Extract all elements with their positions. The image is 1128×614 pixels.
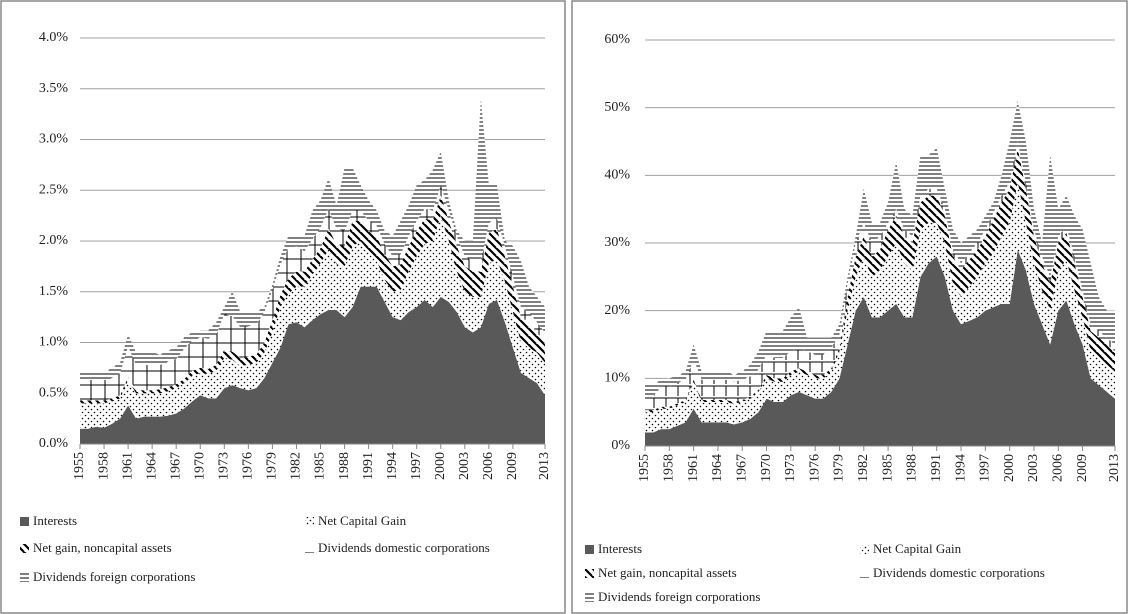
x-tick-label: 1958: [96, 452, 111, 480]
legend-swatch: [860, 545, 869, 554]
x-tick-label: 1958: [662, 454, 677, 482]
x-tick-label: 1964: [710, 454, 725, 482]
y-tick-label: 40%: [604, 168, 630, 183]
x-tick-label: 1988: [337, 452, 352, 480]
x-tick-label: 1967: [734, 454, 749, 482]
x-tick-label: 1970: [192, 452, 207, 480]
legend-label: Interests: [598, 541, 642, 556]
x-tick-label: 2000: [433, 452, 448, 480]
y-tick-label: 3.5%: [39, 81, 69, 96]
legend-label: Dividends domestic corporations: [873, 565, 1045, 580]
y-tick-label: 0%: [611, 438, 630, 453]
legend-label: Net Capital Gain: [318, 513, 407, 528]
y-tick-label: 1.0%: [39, 335, 69, 350]
legend-swatch: [305, 544, 314, 553]
x-tick-label: 1955: [72, 452, 87, 480]
x-tick-label: 1976: [241, 452, 256, 480]
y-tick-label: 4.0%: [39, 30, 69, 45]
legend-swatch: [860, 569, 869, 578]
y-tick-label: 10%: [604, 371, 630, 386]
x-tick-label: 2000: [1002, 454, 1017, 482]
legend-label: Dividends domestic corporations: [318, 540, 490, 555]
y-tick-label: 2.5%: [39, 182, 69, 197]
legend-label: Net Capital Gain: [873, 541, 962, 556]
x-tick-label: 2003: [1026, 454, 1041, 482]
y-tick-label: 20%: [604, 303, 630, 318]
x-tick-label: 1997: [978, 454, 993, 482]
x-tick-label: 1955: [637, 454, 652, 482]
area: [80, 215, 545, 429]
x-tick-label: 1994: [953, 454, 968, 482]
y-tick-label: 0.5%: [39, 385, 69, 400]
x-tick-label: 1991: [361, 452, 376, 480]
x-tick-label: 1988: [905, 454, 920, 482]
legend-swatch: [585, 545, 594, 554]
x-tick-label: 1967: [168, 452, 183, 480]
x-tick-label: 2003: [457, 452, 472, 480]
x-tick-label: 2009: [1075, 454, 1090, 482]
area: [645, 141, 1115, 411]
x-tick-label: 1985: [313, 452, 328, 480]
y-tick-label: 0.0%: [39, 436, 69, 451]
x-tick-label: 1970: [759, 454, 774, 482]
area: [80, 185, 545, 401]
legend-swatch: [585, 593, 594, 602]
x-tick-label: 1973: [783, 454, 798, 482]
legend-swatch: [20, 544, 29, 553]
y-tick-label: 30%: [604, 235, 630, 250]
y-tick-label: 60%: [604, 32, 630, 47]
area: [80, 195, 545, 404]
x-tick-label: 1964: [144, 452, 159, 480]
legend-swatch: [20, 573, 29, 582]
x-tick-label: 2006: [1050, 454, 1065, 482]
x-tick-label: 1961: [686, 454, 701, 482]
y-tick-label: 3.0%: [39, 132, 69, 147]
area: [645, 249, 1115, 446]
area: [645, 182, 1115, 433]
x-tick-label: 1994: [385, 452, 400, 480]
legend-label: Net gain, noncapital assets: [598, 565, 737, 580]
area: [80, 286, 545, 444]
x-tick-label: 1997: [409, 452, 424, 480]
legend-label: Dividends foreign corporations: [598, 589, 760, 604]
y-tick-label: 2.0%: [39, 233, 69, 248]
legend-label: Dividends foreign corporations: [33, 569, 195, 584]
x-tick-label: 2013: [1107, 454, 1122, 482]
x-tick-label: 1985: [880, 454, 895, 482]
legend-swatch: [585, 569, 594, 578]
area: [645, 148, 1115, 413]
x-tick-label: 1979: [832, 454, 847, 482]
x-tick-label: 1982: [289, 452, 304, 480]
legend-swatch: [20, 517, 29, 526]
x-tick-label: 1961: [120, 452, 135, 480]
x-tick-label: 1979: [265, 452, 280, 480]
legend-swatch: [305, 517, 314, 526]
x-tick-label: 2009: [505, 452, 520, 480]
x-tick-label: 1991: [929, 454, 944, 482]
x-tick-label: 1976: [807, 454, 822, 482]
legend-label: Interests: [33, 513, 77, 528]
x-tick-label: 1973: [217, 452, 232, 480]
y-tick-label: 50%: [604, 100, 630, 115]
x-tick-label: 2013: [537, 452, 552, 480]
y-tick-label: 1.5%: [39, 284, 69, 299]
x-tick-label: 1982: [856, 454, 871, 482]
x-tick-label: 2006: [481, 452, 496, 480]
legend-label: Net gain, noncapital assets: [33, 540, 172, 555]
